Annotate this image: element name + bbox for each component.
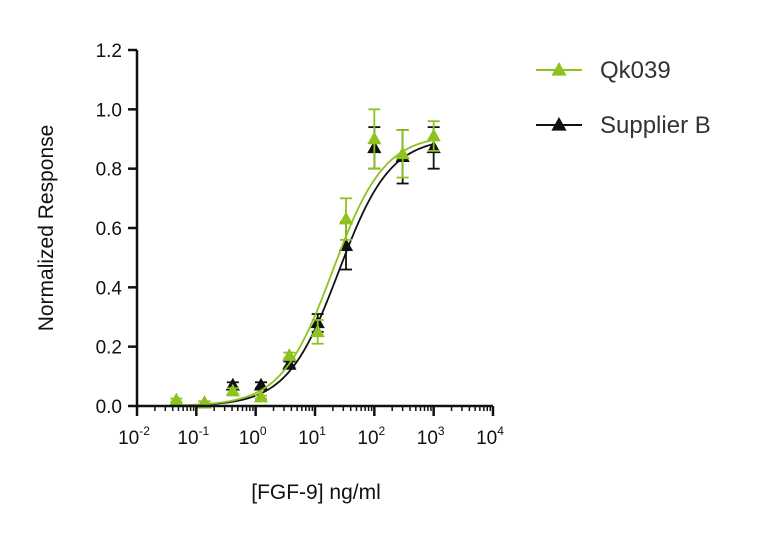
x-tick-base: 10 [298, 428, 319, 449]
data-point [169, 392, 184, 406]
y-tick-label: 1.0 [96, 100, 122, 121]
data-point [253, 389, 269, 403]
data-point [367, 131, 382, 145]
axes [135, 50, 493, 408]
x-tick-base: 10 [239, 428, 260, 449]
x-tick-exponent: -2 [139, 424, 150, 438]
x-tick-label: 10-2 [118, 424, 150, 449]
data-point [310, 324, 325, 338]
y-tick-label: 1.2 [96, 41, 122, 62]
legend: Qk039 Supplier B [536, 57, 711, 139]
x-tick-base: 10 [177, 428, 198, 449]
x-tick-label: 103 [417, 424, 445, 449]
y-tick-label: 0.2 [96, 338, 122, 359]
data-point [338, 238, 354, 252]
x-tick-base: 10 [417, 428, 438, 449]
data-point [282, 348, 297, 361]
x-tick-base: 10 [476, 428, 497, 449]
legend-entry: Qk039 [536, 57, 671, 84]
plot-area [169, 108, 441, 409]
data-point [225, 383, 240, 397]
x-tick-label: 102 [357, 424, 385, 449]
y-axis-title: Normalized Response [35, 125, 58, 332]
series-supplier-b [197, 126, 441, 409]
y-tick-label: 0.8 [96, 160, 122, 181]
x-tick-label: 10-1 [177, 424, 209, 449]
data-point [253, 377, 269, 391]
x-tick-label: 101 [298, 424, 326, 449]
x-tick-exponent: 0 [260, 424, 267, 438]
legend-entry: Supplier B [536, 112, 711, 139]
y-tick-label: 0.6 [96, 219, 122, 240]
x-tick-exponent: 1 [319, 424, 326, 438]
x-tick-exponent: 3 [438, 424, 445, 438]
y-tick-label: 0.0 [96, 397, 122, 418]
legend-label: Supplier B [600, 112, 711, 139]
series-qk039 [169, 108, 441, 409]
x-tick-exponent: 2 [379, 424, 386, 438]
legend-label: Qk039 [600, 57, 671, 84]
x-tick-exponent: 4 [497, 424, 504, 438]
data-point [338, 211, 354, 225]
x-axis-title: [FGF-9] ng/ml [251, 481, 381, 504]
x-tick-base: 10 [357, 428, 378, 449]
y-tick-label: 0.4 [96, 278, 123, 299]
x-tick-label: 104 [476, 424, 504, 449]
legend-marker [551, 117, 567, 131]
x-tick-base: 10 [118, 428, 139, 449]
ticks: 0.00.20.40.60.81.01.210-2 10-1 100 101 102 10… [96, 41, 505, 449]
x-tick-label: 100 [239, 424, 267, 449]
data-point [395, 146, 410, 160]
x-tick-exponent: -1 [199, 424, 210, 438]
fit-curve [176, 138, 434, 407]
legend-marker [551, 62, 567, 76]
data-point [426, 128, 441, 142]
